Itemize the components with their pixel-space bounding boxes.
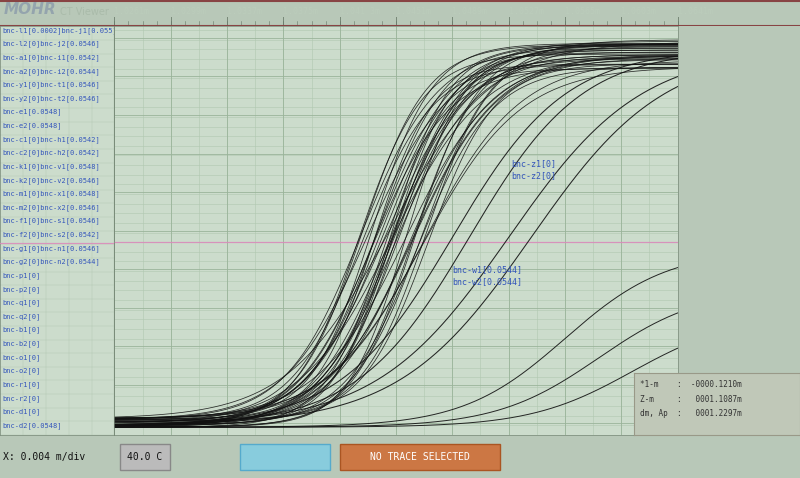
Text: bnc-z1[0]
bnc-z2[0]: bnc-z1[0] bnc-z2[0] bbox=[511, 159, 557, 181]
Text: bnc-g2[0]bnc-n2[0.0544]: bnc-g2[0]bnc-n2[0.0544] bbox=[2, 259, 100, 265]
Text: CT Viewer: CT Viewer bbox=[60, 7, 109, 17]
Text: bnc-k1[0]bnc-v1[0.0548]: bnc-k1[0]bnc-v1[0.0548] bbox=[2, 163, 100, 170]
Text: bnc-o2[0]: bnc-o2[0] bbox=[2, 368, 41, 374]
Text: bnc-p2[0]: bnc-p2[0] bbox=[2, 286, 41, 293]
Text: bnc-c1[0]bnc-h1[0.0542]: bnc-c1[0]bnc-h1[0.0542] bbox=[2, 136, 100, 143]
Text: 1.0565m: 1.0565m bbox=[565, 7, 600, 16]
Text: bnc-y2[0]bnc-t2[0.0546]: bnc-y2[0]bnc-t2[0.0546] bbox=[2, 95, 100, 102]
Text: bnc-f1[0]bnc-s1[0.0546]: bnc-f1[0]bnc-s1[0.0546] bbox=[2, 217, 100, 225]
Text: bnc-l2[0]bnc-j2[0.0546]: bnc-l2[0]bnc-j2[0.0546] bbox=[2, 41, 100, 47]
Text: bnc-a2[0]bnc-i2[0.0544]: bnc-a2[0]bnc-i2[0.0544] bbox=[2, 68, 100, 75]
Text: bnc-m2[0]bnc-x2[0.0546]: bnc-m2[0]bnc-x2[0.0546] bbox=[2, 204, 100, 211]
Text: X: 0.004 m/div: X: 0.004 m/div bbox=[3, 452, 86, 462]
Text: bnc-e2[0.0548]: bnc-e2[0.0548] bbox=[2, 122, 62, 129]
Text: 1.0261m: 1.0261m bbox=[114, 7, 150, 16]
Text: 1.0527m: 1.0527m bbox=[509, 7, 544, 16]
Text: 1.0337m: 1.0337m bbox=[227, 7, 262, 16]
Text: 1.0489m: 1.0489m bbox=[452, 7, 487, 16]
Text: bnc-w1[0.0544]
bnc-w2[0.0544]: bnc-w1[0.0544] bnc-w2[0.0544] bbox=[452, 265, 522, 287]
Text: 1.041 3m: 1.041 3m bbox=[340, 7, 380, 16]
Text: bnc-o1[0]: bnc-o1[0] bbox=[2, 354, 41, 361]
Text: 1.0641m: 1.0641m bbox=[678, 7, 713, 16]
Bar bbox=[240, 444, 330, 470]
Text: NO TRACE SELECTED: NO TRACE SELECTED bbox=[370, 452, 470, 462]
Text: bnc-a1[0]bnc-i1[0.0542]: bnc-a1[0]bnc-i1[0.0542] bbox=[2, 54, 100, 61]
Text: 1.0603m: 1.0603m bbox=[622, 7, 656, 16]
Text: 40.0 C: 40.0 C bbox=[127, 452, 162, 462]
Text: 1.0375m: 1.0375m bbox=[283, 7, 318, 16]
Text: 1.0299m: 1.0299m bbox=[170, 7, 206, 16]
Text: *1-m    :  -0000.1210m
Z-m     :   0001.1087m
dm, Ap  :   0001.2297m: *1-m : -0000.1210m Z-m : 0001.1087m dm, … bbox=[640, 380, 742, 419]
Text: MOHR: MOHR bbox=[4, 2, 57, 17]
Text: bnc-l1[0.0002]bnc-j1[0.055]: bnc-l1[0.0002]bnc-j1[0.055] bbox=[2, 27, 117, 34]
Text: bnc-f2[0]bnc-s2[0.0542]: bnc-f2[0]bnc-s2[0.0542] bbox=[2, 231, 100, 238]
Text: 1.0451m: 1.0451m bbox=[396, 7, 431, 16]
Bar bbox=[340, 444, 500, 470]
Text: bnc-g1[0]bnc-n1[0.0546]: bnc-g1[0]bnc-n1[0.0546] bbox=[2, 245, 100, 252]
Text: bnc-b2[0]: bnc-b2[0] bbox=[2, 340, 41, 347]
Text: bnc-c2[0]bnc-h2[0.0542]: bnc-c2[0]bnc-h2[0.0542] bbox=[2, 150, 100, 156]
Text: bnc-y1[0]bnc-t1[0.0546]: bnc-y1[0]bnc-t1[0.0546] bbox=[2, 81, 100, 88]
Text: bnc-b1[0]: bnc-b1[0] bbox=[2, 326, 41, 334]
Text: bnc-k2[0]bnc-v2[0.0546]: bnc-k2[0]bnc-v2[0.0546] bbox=[2, 177, 100, 184]
Text: bnc-q2[0]: bnc-q2[0] bbox=[2, 313, 41, 320]
Text: bnc-d1[0]: bnc-d1[0] bbox=[2, 408, 41, 415]
Text: bnc-p1[0]: bnc-p1[0] bbox=[2, 272, 41, 279]
Text: bnc-r1[0]: bnc-r1[0] bbox=[2, 381, 41, 388]
Text: bnc-e1[0.0548]: bnc-e1[0.0548] bbox=[2, 109, 62, 116]
Text: bnc-d2[0.0548]: bnc-d2[0.0548] bbox=[2, 422, 62, 429]
Text: bnc-r2[0]: bnc-r2[0] bbox=[2, 395, 41, 402]
Text: bnc-m1[0]bnc-x1[0.0548]: bnc-m1[0]bnc-x1[0.0548] bbox=[2, 190, 100, 197]
Bar bbox=[120, 444, 170, 470]
Text: bnc-q1[0]: bnc-q1[0] bbox=[2, 299, 41, 306]
